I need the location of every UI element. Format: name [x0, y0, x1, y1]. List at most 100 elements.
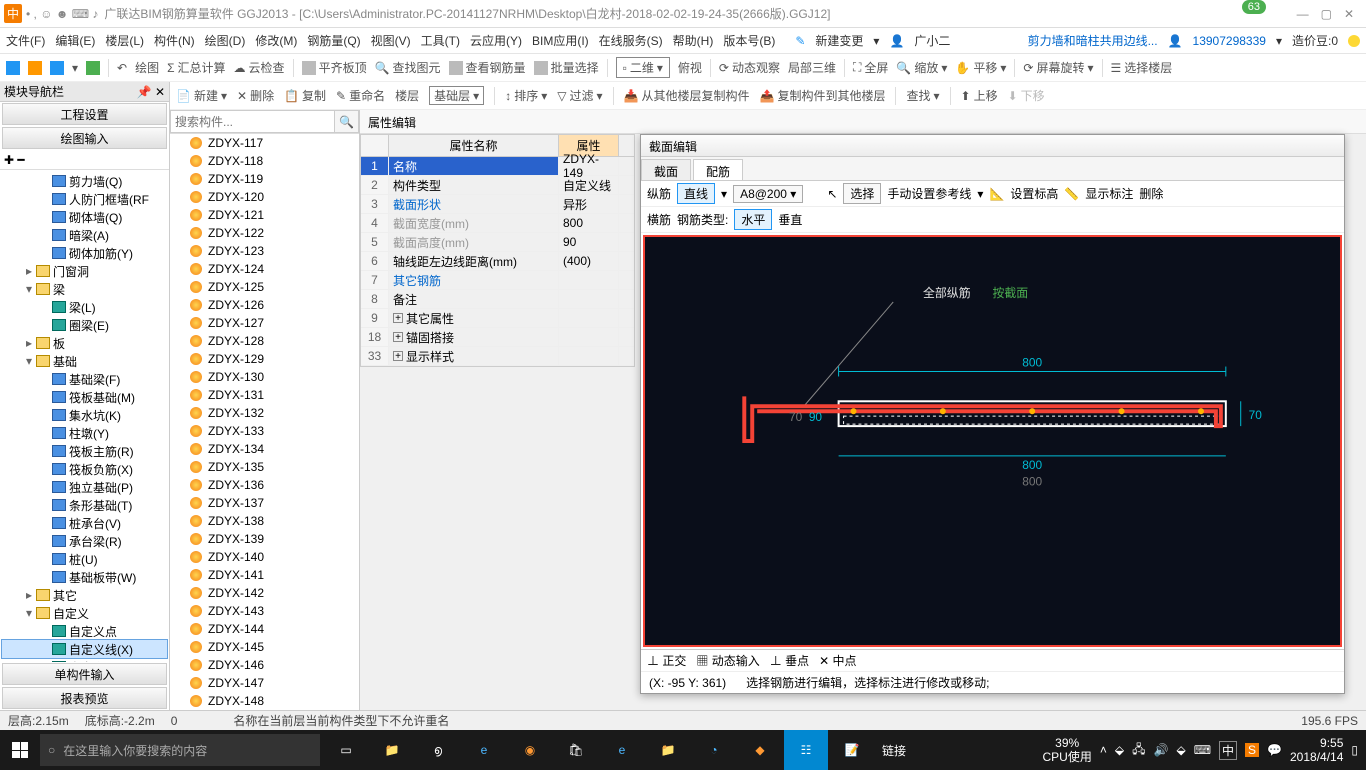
nav-tree-item[interactable]: 条形基础(T) [2, 496, 167, 514]
component-item[interactable]: ZDYX-127 [170, 314, 359, 332]
move-up-button[interactable]: ⬆ 上移 [961, 87, 998, 104]
property-row[interactable]: 9+其它属性 [361, 309, 634, 328]
property-row[interactable]: 6轴线距左边线距离(mm)(400) [361, 252, 634, 271]
nav-tree-item[interactable]: ▾自定义 [2, 604, 167, 622]
component-item[interactable]: ZDYX-121 [170, 206, 359, 224]
component-item[interactable]: ZDYX-132 [170, 404, 359, 422]
select-icon[interactable]: ↖ [827, 187, 837, 201]
nav-tree-item[interactable]: 砌体加筋(Y) [2, 244, 167, 262]
component-item[interactable]: ZDYX-145 [170, 638, 359, 656]
maximize-icon[interactable]: ▢ [1321, 7, 1332, 21]
local-3d-button[interactable]: 局部三维 [788, 59, 836, 76]
zoom-button[interactable]: 🔍 缩放 ▾ [896, 59, 947, 76]
component-item[interactable]: ZDYX-137 [170, 494, 359, 512]
tab-rebar[interactable]: 配筋 [693, 159, 743, 180]
select-button[interactable]: 选择 [843, 183, 881, 204]
component-item[interactable]: ZDYX-144 [170, 620, 359, 638]
nav-tree-item[interactable]: ▾基础 [2, 352, 167, 370]
manual-ref-button[interactable]: 手动设置参考线 [887, 185, 971, 202]
nav-tree-item[interactable]: 独立基础(P) [2, 478, 167, 496]
minimize-icon[interactable]: — [1297, 7, 1309, 21]
component-item[interactable]: ZDYX-142 [170, 584, 359, 602]
expand-icon[interactable]: ✚ [4, 153, 14, 167]
show-mark-button[interactable]: 显示标注 [1085, 185, 1133, 202]
rotate-screen-button[interactable]: ⟳ 屏幕旋转 ▾ [1023, 59, 1093, 76]
new-change-button[interactable]: 新建变更 [815, 32, 863, 49]
property-row[interactable]: 4截面宽度(mm)800 [361, 214, 634, 233]
ortho-button[interactable]: ⊥ 正交 [647, 652, 686, 669]
undo-icon[interactable] [86, 61, 100, 75]
task-edge-icon[interactable]: e [462, 730, 506, 770]
new-file-icon[interactable] [6, 61, 20, 75]
batch-select-button[interactable]: 批量选择 [534, 59, 599, 76]
nav-section-single[interactable]: 单构件输入 [2, 663, 167, 685]
menu-item[interactable]: 版本号(B) [723, 34, 775, 48]
nav-tree-item[interactable]: 集水坑(K) [2, 406, 167, 424]
task-swirl-icon[interactable]: ൭ [416, 730, 460, 770]
task-store-icon[interactable]: 🛍 [554, 730, 598, 770]
component-item[interactable]: ZDYX-133 [170, 422, 359, 440]
nav-tree-item[interactable]: 剪力墙(Q) [2, 172, 167, 190]
nav-tree-item[interactable]: 桩(U) [2, 550, 167, 568]
close-panel-icon[interactable]: ✕ [155, 85, 165, 99]
nav-tree-item[interactable]: 自定义点 [2, 622, 167, 640]
property-row[interactable]: 5截面高度(mm)90 [361, 233, 634, 252]
task-note-icon[interactable]: 📝 [830, 730, 874, 770]
pan-button[interactable]: ✋ 平移 ▾ [955, 59, 1006, 76]
component-item[interactable]: ZDYX-148 [170, 692, 359, 710]
mid-button[interactable]: ✕ 中点 [819, 652, 856, 669]
nav-tree-item[interactable]: 梁(L) [2, 298, 167, 316]
rebar-spec-dropdown[interactable]: A8@200 ▾ [733, 185, 803, 203]
menu-item[interactable]: 编辑(E) [55, 34, 95, 48]
menu-item[interactable]: 视图(V) [371, 34, 411, 48]
task-ie-icon[interactable]: e [600, 730, 644, 770]
nav-tree-item[interactable]: ▸其它 [2, 586, 167, 604]
property-row[interactable]: 7其它钢筋 [361, 271, 634, 290]
property-row[interactable]: 8备注 [361, 290, 634, 309]
component-item[interactable]: ZDYX-119 [170, 170, 359, 188]
show-mark-icon[interactable]: 📏 [1064, 187, 1079, 201]
redo-icon[interactable]: ↶ [117, 61, 127, 75]
component-item[interactable]: ZDYX-129 [170, 350, 359, 368]
tray-action-icon[interactable]: 💬 [1267, 743, 1282, 757]
component-item[interactable]: ZDYX-135 [170, 458, 359, 476]
menu-item[interactable]: 修改(M) [255, 34, 297, 48]
component-item[interactable]: ZDYX-122 [170, 224, 359, 242]
draw-button[interactable]: 绘图 [135, 59, 159, 76]
menu-item[interactable]: 在线服务(S) [599, 34, 663, 48]
component-item[interactable]: ZDYX-128 [170, 332, 359, 350]
menu-item[interactable]: 云应用(Y) [470, 34, 522, 48]
section-canvas[interactable]: 全部纵筋 按截面 800 90 70 70 80 [643, 235, 1342, 647]
component-item[interactable]: ZDYX-125 [170, 278, 359, 296]
nav-tree-item[interactable]: ▾梁 [2, 280, 167, 298]
nav-tree-item[interactable]: 圈梁(E) [2, 316, 167, 334]
view-2d-dropdown[interactable]: ▫ 二维 ▾ [616, 57, 670, 78]
cpu-meter[interactable]: 39%CPU使用 [1043, 736, 1092, 765]
taskbar-link[interactable]: 链接 [882, 742, 906, 759]
delete-button[interactable]: ✕ 删除 [237, 87, 274, 104]
cloud-check-button[interactable]: ☁ 云检查 [234, 59, 285, 76]
component-item[interactable]: ZDYX-134 [170, 440, 359, 458]
property-row[interactable]: 1名称ZDYX-149 [361, 157, 634, 176]
menu-item[interactable]: 构件(N) [154, 34, 195, 48]
filter-button[interactable]: ▽ 过滤 ▾ [557, 87, 602, 104]
find-button[interactable]: 查找 ▾ [906, 87, 939, 104]
nav-tree-item[interactable]: 暗梁(A) [2, 226, 167, 244]
horizontal-button[interactable]: 水平 [734, 209, 772, 230]
new-component-button[interactable]: 📄 新建 ▾ [176, 87, 227, 104]
orbit-button[interactable]: ⟳ 动态观察 [719, 59, 780, 76]
menu-item[interactable]: 工具(T) [421, 34, 460, 48]
tray-up-icon[interactable]: ˄ [1100, 743, 1107, 757]
component-item[interactable]: ZDYX-136 [170, 476, 359, 494]
start-button[interactable] [0, 730, 40, 770]
tray-cloud-icon[interactable]: ⬙ [1115, 743, 1124, 757]
fullscreen-button[interactable]: ⛶ 全屏 [853, 59, 888, 76]
nav-section-report[interactable]: 报表预览 [2, 687, 167, 709]
task-view-icon[interactable]: ▭ [324, 730, 368, 770]
tray-safe-icon[interactable]: ⬙ [1176, 743, 1185, 757]
nav-section-settings[interactable]: 工程设置 [2, 103, 167, 125]
component-item[interactable]: ZDYX-138 [170, 512, 359, 530]
nav-tree-item[interactable]: 柱墩(Y) [2, 424, 167, 442]
component-item[interactable]: ZDYX-143 [170, 602, 359, 620]
open-file-icon[interactable] [28, 61, 42, 75]
